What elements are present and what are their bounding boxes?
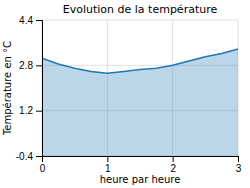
- y-tick-label: 2.8: [19, 60, 33, 71]
- y-tick: 2.8: [19, 60, 42, 71]
- y-tick: -0.4: [16, 151, 42, 162]
- line: [42, 49, 238, 73]
- x-tick: 1: [105, 156, 111, 174]
- x-tick-mark: [173, 156, 174, 162]
- x-axis-title: heure par heure: [100, 174, 181, 185]
- grid: [42, 20, 238, 156]
- y-tick-label: 1.2: [19, 105, 33, 116]
- y-axis: -0.4 1.2 2.8 4.4: [16, 15, 43, 162]
- y-tick-mark: [36, 156, 42, 157]
- x-axis: 0 1 2 3: [40, 156, 242, 174]
- x-tick-label: 2: [170, 163, 176, 174]
- marks: [42, 49, 238, 156]
- y-tick-mark: [36, 65, 42, 66]
- x-tick: 2: [170, 156, 176, 174]
- x-tick-mark: [238, 156, 239, 162]
- x-tick: 0: [40, 156, 46, 174]
- title: Evolution de la température: [63, 3, 218, 16]
- grid-line: [42, 20, 238, 21]
- y-tick-label: 4.4: [19, 15, 33, 26]
- y-axis-line: [36, 21, 43, 157]
- area: [42, 49, 238, 156]
- y-axis-title: Température en °C: [2, 41, 13, 136]
- plot: 0 1 2 3 -0.4 1.2 2.8 4.4: [16, 15, 242, 174]
- x-tick-mark: [107, 156, 108, 162]
- x-axis-line: [43, 157, 239, 163]
- y-tick-mark: [36, 20, 42, 21]
- x-tick-label: 0: [40, 163, 46, 174]
- chart: 0 1 2 3 -0.4 1.2 2.8 4.4 Evolution de la tempéra…: [0, 0, 250, 188]
- x-tick-label: 1: [105, 163, 111, 174]
- x-tick-label: 3: [236, 163, 242, 174]
- y-tick-mark: [36, 111, 42, 112]
- y-tick: 1.2: [19, 105, 42, 116]
- y-tick-label: -0.4: [16, 151, 34, 162]
- y-tick: 4.4: [19, 15, 42, 26]
- x-tick: 3: [236, 156, 242, 174]
